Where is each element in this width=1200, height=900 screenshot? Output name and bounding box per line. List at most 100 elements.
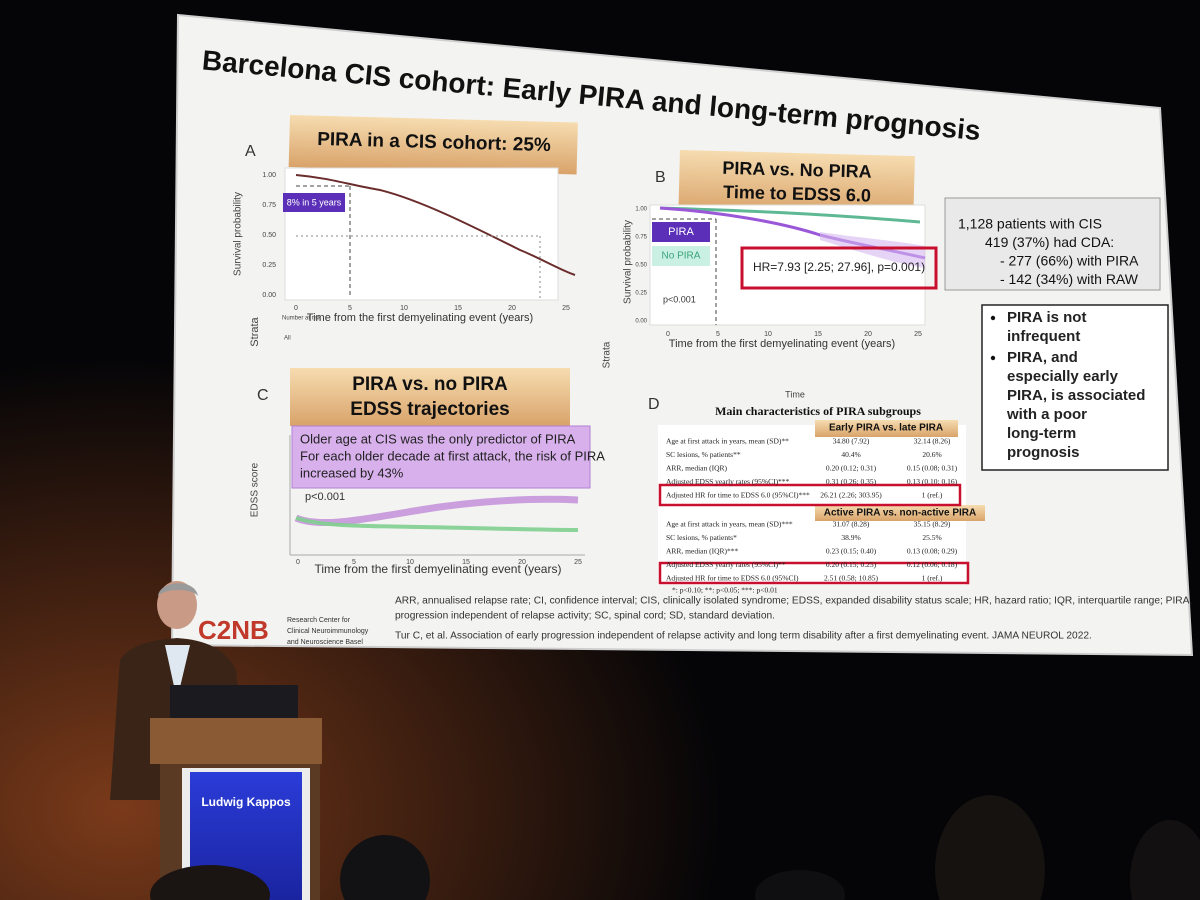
p-value: p<0.001 bbox=[663, 294, 696, 304]
cell: 32.14 (8.26) bbox=[914, 437, 951, 446]
banner bbox=[290, 368, 570, 426]
x-tick-label: 10 bbox=[400, 305, 408, 312]
x-tick-label: 20 bbox=[518, 559, 526, 566]
y-axis-label: EDSS score bbox=[250, 462, 261, 517]
banner bbox=[678, 149, 915, 219]
cell: 0.23 (0.15; 0.40) bbox=[826, 547, 877, 556]
cell: 1 (ref.) bbox=[922, 574, 943, 583]
laptop bbox=[170, 685, 298, 720]
logo-line: Research Center for bbox=[287, 617, 351, 624]
x-axis-label: Time from the first demyelinating event … bbox=[315, 562, 562, 576]
y-tick-label: 0.75 bbox=[262, 202, 276, 209]
strata-label: Strata bbox=[602, 341, 613, 368]
x-tick-label: 25 bbox=[562, 305, 570, 312]
risk-x-label: Time bbox=[785, 389, 805, 399]
conclusion-line: PIRA is not bbox=[1007, 309, 1086, 326]
y-tick-label: 0.50 bbox=[262, 232, 276, 239]
cell: 0.15 (0.08; 0.31) bbox=[907, 464, 958, 473]
conclusion-line: long-term bbox=[1007, 425, 1076, 442]
p-value: p<0.001 bbox=[305, 491, 345, 503]
survival-curve bbox=[295, 174, 576, 276]
x-tick-label: 25 bbox=[914, 331, 922, 338]
cell: 26.21 (2.26; 303.95) bbox=[820, 491, 882, 500]
row-label: Adjusted EDSS yearly rates (95%CI)** bbox=[666, 560, 786, 569]
no-pira-trajectory bbox=[295, 516, 579, 532]
highlight-box bbox=[658, 483, 962, 507]
note-line: Older age at CIS was the only predictor … bbox=[300, 431, 576, 446]
cell: 31.07 (8.28) bbox=[833, 520, 870, 529]
conclusion-line: PIRA, and bbox=[1007, 349, 1078, 366]
y-tick-label: 0.25 bbox=[635, 291, 647, 297]
panel-letter: C bbox=[257, 387, 269, 404]
cell: 0.20 (0.15; 0.25) bbox=[826, 560, 877, 569]
y-axis-label: Survival probability bbox=[623, 220, 634, 304]
banner-text: Time to EDSS 6.0 bbox=[723, 182, 871, 206]
audience-head bbox=[340, 835, 430, 900]
row-label: Adjusted EDSS yearly rates (95%CI)*** bbox=[666, 477, 790, 486]
legend-box bbox=[652, 246, 710, 266]
logo-line: Clinical Neuroimmunology bbox=[287, 628, 369, 635]
conclusion-line: with a poor bbox=[1006, 406, 1087, 423]
logo-line: and Neuroscience Basel bbox=[287, 639, 363, 646]
banner-text: EDSS trajectories bbox=[350, 399, 509, 420]
strata-label: Strata bbox=[249, 316, 261, 346]
cell: 40.4% bbox=[841, 450, 860, 459]
cell: 34.80 (7.92) bbox=[833, 437, 870, 446]
x-tick-label: 0 bbox=[296, 559, 300, 566]
group-header: Active PIRA vs. non-active PIRA bbox=[824, 508, 976, 519]
cell: 0.20 (0.12; 0.31) bbox=[826, 464, 877, 473]
note-line: For each older decade at first attack, t… bbox=[300, 448, 605, 463]
y-axis-label: Survival probability bbox=[233, 192, 244, 276]
row-label: SC lesions, % patients* bbox=[666, 533, 737, 542]
y-tick-label: 0.25 bbox=[262, 262, 276, 269]
legend-box bbox=[652, 222, 710, 242]
y-tick-label: 0.50 bbox=[635, 263, 647, 269]
x-tick-label: 5 bbox=[348, 305, 352, 312]
cell: 1 (ref.) bbox=[922, 491, 943, 500]
audience-head bbox=[935, 795, 1045, 900]
conclusion-line: infrequent bbox=[1007, 328, 1080, 345]
audience-head bbox=[755, 870, 845, 900]
x-tick-label: 20 bbox=[508, 305, 516, 312]
audience-head bbox=[1130, 820, 1200, 900]
banner-text: PIRA vs. no PIRA bbox=[352, 374, 508, 395]
speaker-head bbox=[157, 581, 197, 629]
audience-head bbox=[150, 865, 270, 900]
cell: 0.12 (0.06; 0.18) bbox=[907, 560, 958, 569]
x-axis-label: Time from the first demyelinating event … bbox=[307, 312, 533, 324]
banner-text: PIRA vs. No PIRA bbox=[722, 158, 872, 182]
cell: 35.15 (8.29) bbox=[914, 520, 951, 529]
cell: 0.13 (0.10; 0.16) bbox=[907, 477, 958, 486]
cell: 38.9% bbox=[841, 533, 860, 542]
group-header-box bbox=[815, 505, 985, 521]
footer-line: Tur C, et al. Association of early progr… bbox=[395, 631, 1092, 642]
row-label: Age at first attack in years, mean (SD)*… bbox=[666, 437, 789, 446]
group-header-box bbox=[815, 420, 958, 437]
y-tick-label: 1.00 bbox=[635, 207, 647, 213]
y-tick-label: 0.00 bbox=[635, 319, 647, 325]
hazard-ratio: HR=7.93 [2.25; 27.96], p=0.001) bbox=[753, 260, 925, 274]
cell: 0.13 (0.08; 0.29) bbox=[907, 547, 958, 556]
row-label: ARR, median (IQR) bbox=[666, 464, 728, 473]
summary-line: 419 (37%) had CDA: bbox=[985, 234, 1114, 250]
row-label: Adjusted HR for time to EDSS 6.0 (95%CI)… bbox=[666, 491, 810, 500]
conclusion-line: especially early bbox=[1007, 368, 1119, 385]
logo-mark: C2NB bbox=[198, 615, 269, 645]
speaker-shirt bbox=[165, 645, 190, 700]
x-tick-label: 0 bbox=[666, 331, 670, 338]
x-tick-label: 5 bbox=[716, 331, 720, 338]
legend-label: 8% in 5 years bbox=[287, 197, 342, 207]
y-tick-label: 0.75 bbox=[635, 235, 647, 241]
footer-line: progression independent of relapse activ… bbox=[395, 611, 775, 622]
confidence-band bbox=[820, 232, 925, 268]
banner bbox=[288, 114, 578, 175]
slide-edge bbox=[170, 13, 1194, 657]
cell: 20.6% bbox=[922, 450, 941, 459]
x-tick-label: 15 bbox=[462, 559, 470, 566]
panel-letter: B bbox=[655, 169, 666, 186]
plot-area bbox=[284, 167, 559, 301]
slide-texts: Barcelona CIS cohort: Early PIRA and lon… bbox=[198, 44, 1192, 809]
risk-table-title: Number at risk bbox=[282, 316, 322, 322]
cell: 25.5% bbox=[922, 533, 941, 542]
